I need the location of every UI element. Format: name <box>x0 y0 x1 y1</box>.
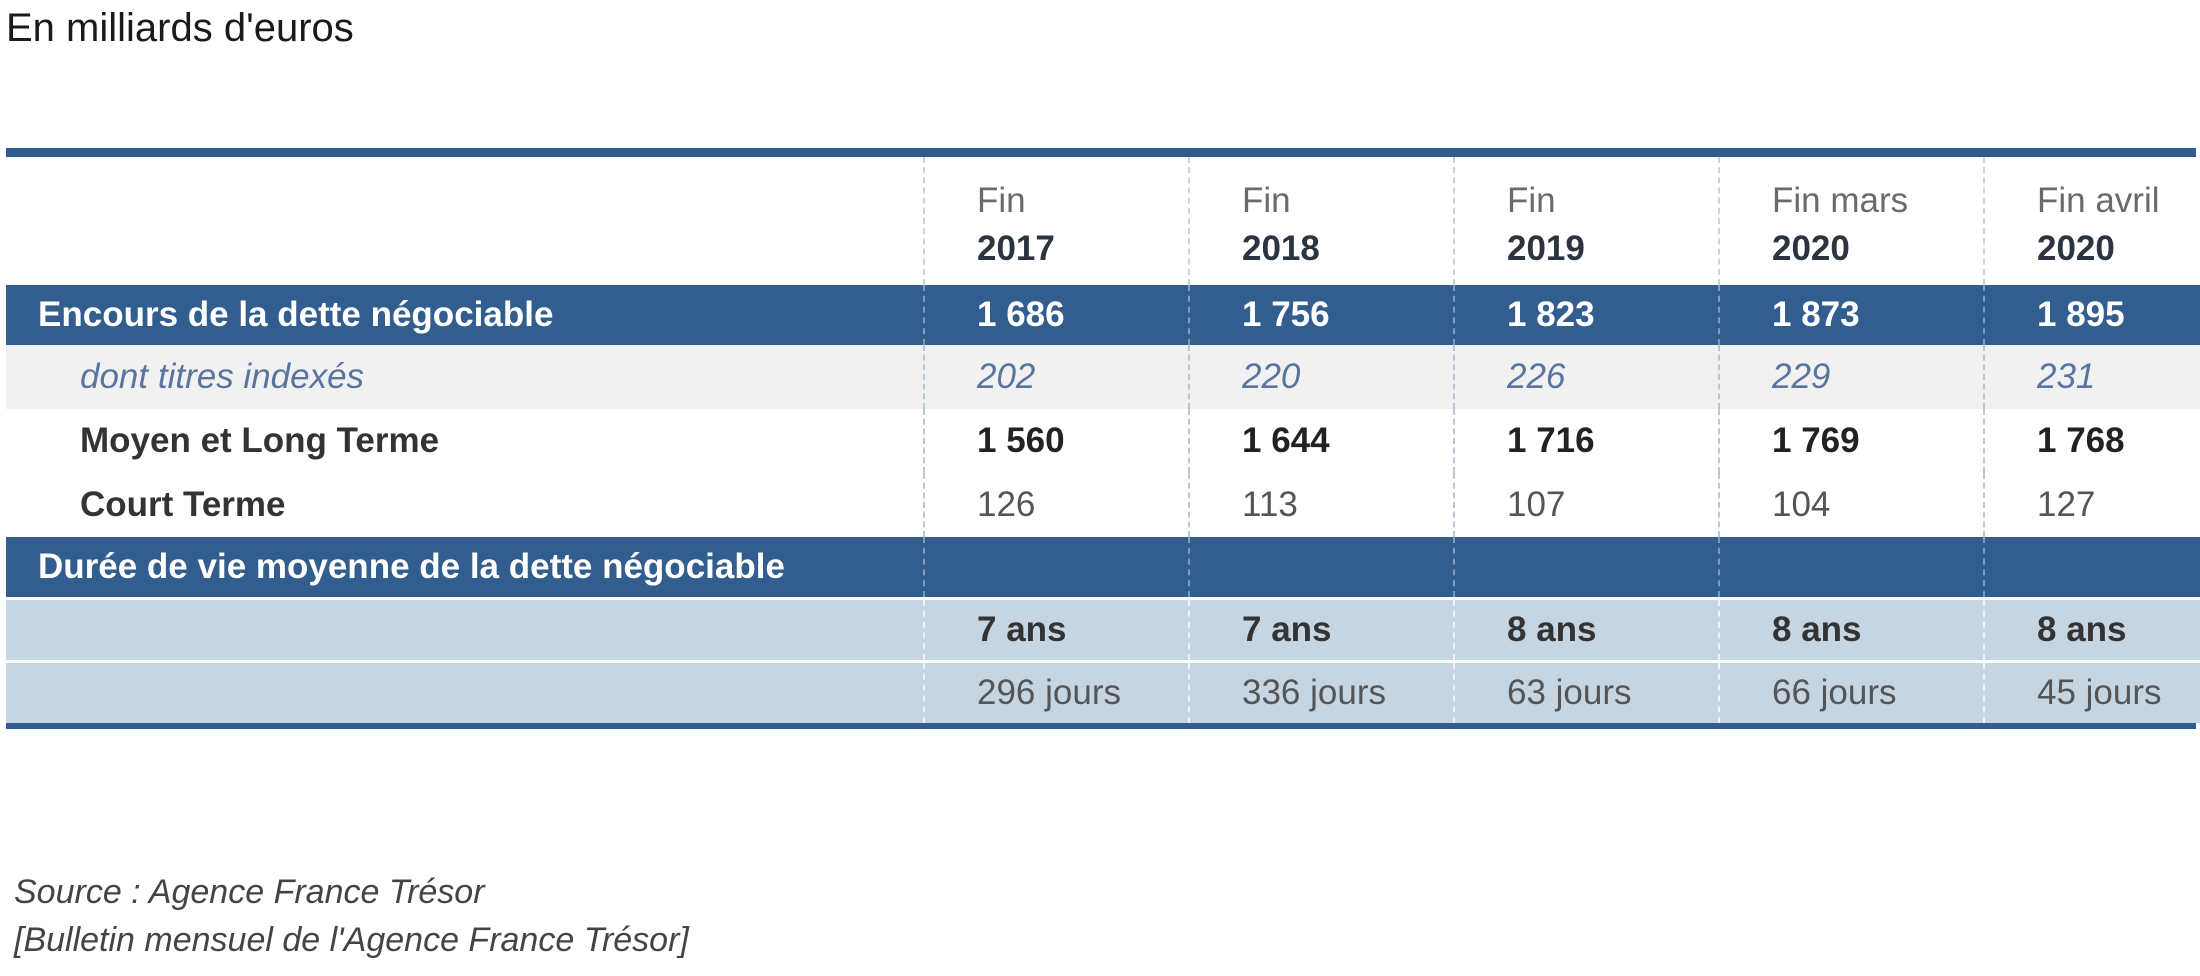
source-note: Source : Agence France Trésor [Bulletin … <box>14 868 689 964</box>
table-cell: 7 ans <box>1188 597 1454 662</box>
table-row-encours: Encours de la dette négociable 1 686 1 7… <box>6 285 2200 345</box>
row-label: Moyen et Long Terme <box>6 409 924 473</box>
column-header: Fin mars 2020 <box>1718 157 1984 285</box>
column-header-year: 2017 <box>977 229 1055 268</box>
table-cell: 231 <box>1983 345 2200 409</box>
column-header-year: 2020 <box>2037 229 2115 268</box>
table-row-duree-ans: 7 ans 7 ans 8 ans 8 ans 8 ans <box>6 597 2200 662</box>
column-header-period: Fin <box>1242 181 1291 220</box>
table-row-duree-jours: 296 jours 336 jours 63 jours 66 jours 45… <box>6 660 2200 723</box>
unit-label: En milliards d'euros <box>6 6 354 50</box>
column-header-year: 2019 <box>1507 229 1585 268</box>
row-label: Court Terme <box>6 473 924 537</box>
column-header-period: Fin <box>977 181 1026 220</box>
row-label <box>6 597 924 662</box>
table-cell: 226 <box>1453 345 1719 409</box>
table-cell: 113 <box>1188 473 1454 537</box>
table-cell: 336 jours <box>1188 660 1454 723</box>
table-cell: 127 <box>1983 473 2200 537</box>
table-cell: 66 jours <box>1718 660 1984 723</box>
table-cell: 8 ans <box>1983 597 2200 662</box>
source-reference: [Bulletin mensuel de l'Agence France Tré… <box>14 921 689 959</box>
table-cell: 202 <box>923 345 1189 409</box>
table-cell <box>1188 537 1454 599</box>
table-row-duree: Durée de vie moyenne de la dette négocia… <box>6 537 2200 599</box>
table-cell <box>923 537 1189 599</box>
table-cell: 1 560 <box>923 409 1189 473</box>
column-header-year: 2018 <box>1242 229 1320 268</box>
table-header-row: Fin 2017 Fin 2018 Fin 2019 Fin mars 2020 Fin… <box>6 157 2200 285</box>
table-cell: 1 823 <box>1453 285 1719 345</box>
table-row-indexes: dont titres indexés 202 220 226 229 231 <box>6 345 2200 409</box>
table-cell: 1 895 <box>1983 285 2200 345</box>
row-label: Encours de la dette négociable <box>6 285 924 345</box>
table-cell: 126 <box>923 473 1189 537</box>
table-top-rule <box>6 148 2196 157</box>
column-header-period: Fin avril <box>2037 181 2160 220</box>
row-label: Durée de vie moyenne de la dette négocia… <box>6 537 924 599</box>
table-row-mlt: Moyen et Long Terme 1 560 1 644 1 716 1 … <box>6 409 2200 473</box>
table-cell: 296 jours <box>923 660 1189 723</box>
table-cell: 8 ans <box>1453 597 1719 662</box>
table-cell: 63 jours <box>1453 660 1719 723</box>
table-cell <box>1453 537 1719 599</box>
table-cell: 1 716 <box>1453 409 1719 473</box>
table-cell <box>1718 537 1984 599</box>
table-cell: 1 756 <box>1188 285 1454 345</box>
row-label <box>6 660 924 723</box>
table-cell: 220 <box>1188 345 1454 409</box>
table-cell: 107 <box>1453 473 1719 537</box>
column-header: Fin avril 2020 <box>1983 157 2200 285</box>
table-cell: 1 769 <box>1718 409 1984 473</box>
column-header-period: Fin <box>1507 181 1556 220</box>
column-header-year: 2020 <box>1772 229 1850 268</box>
table-cell: 1 768 <box>1983 409 2200 473</box>
column-header: Fin 2018 <box>1188 157 1454 285</box>
table-cell: 1 644 <box>1188 409 1454 473</box>
table-cell: 8 ans <box>1718 597 1984 662</box>
row-label: dont titres indexés <box>6 345 924 409</box>
table-row-ct: Court Terme 126 113 107 104 127 <box>6 473 2200 537</box>
table-cell: 45 jours <box>1983 660 2200 723</box>
column-header: Fin 2017 <box>923 157 1189 285</box>
table-cell: 1 686 <box>923 285 1189 345</box>
table-cell: 7 ans <box>923 597 1189 662</box>
table-cell: 229 <box>1718 345 1984 409</box>
table-cell: 1 873 <box>1718 285 1984 345</box>
source-line: Source : Agence France Trésor <box>14 873 485 911</box>
debt-table: Fin 2017 Fin 2018 Fin 2019 Fin mars 2020 Fin… <box>6 148 2200 729</box>
table-bottom-rule <box>6 723 2196 729</box>
column-header-period: Fin mars <box>1772 181 1909 220</box>
column-header: Fin 2019 <box>1453 157 1719 285</box>
debt-data-table: Fin 2017 Fin 2018 Fin 2019 Fin mars 2020 Fin… <box>6 157 2200 723</box>
table-cell <box>1983 537 2200 599</box>
header-empty-cell <box>6 157 924 285</box>
table-cell: 104 <box>1718 473 1984 537</box>
